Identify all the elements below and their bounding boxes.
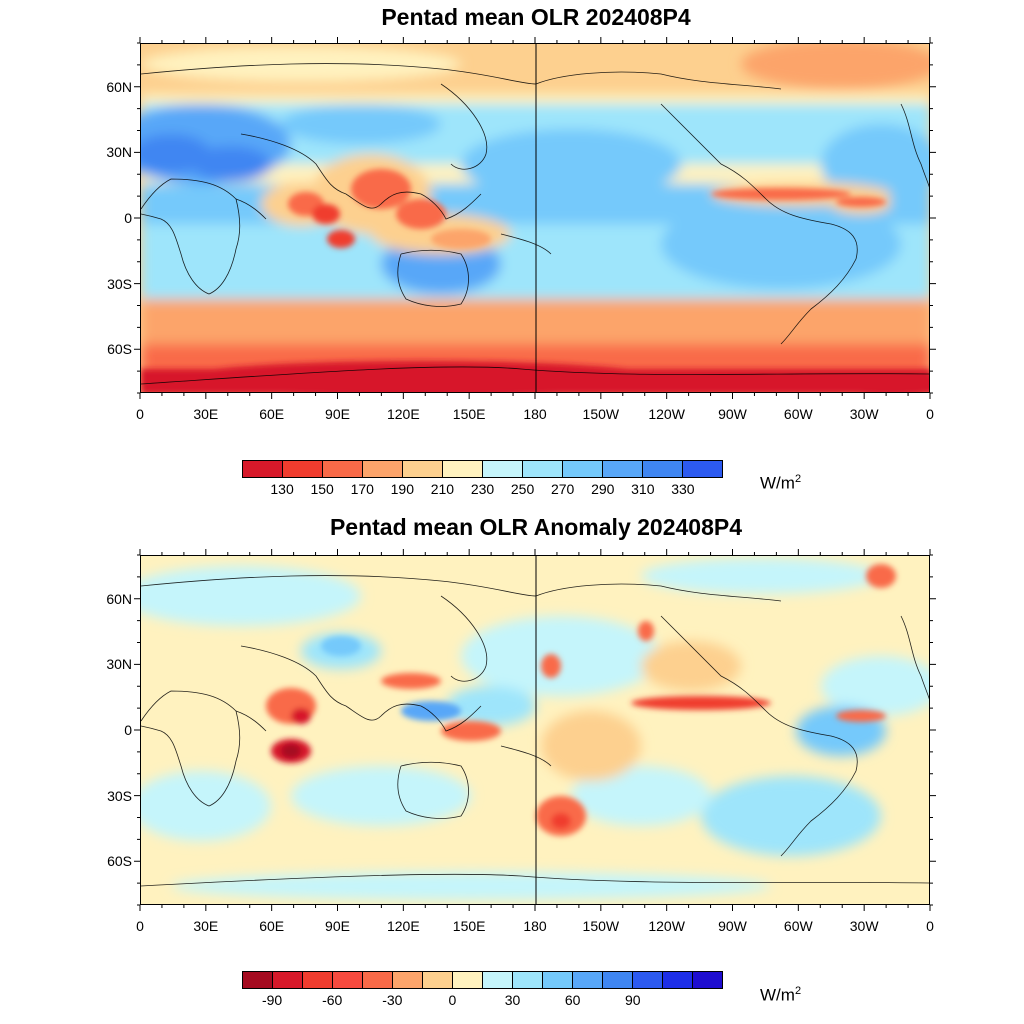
olr-mean-field [141, 44, 929, 392]
lon-tick-label: 60W [783, 406, 813, 422]
colorbar-swatch [483, 972, 513, 988]
lon-tick-label: 30W [849, 406, 879, 422]
colorbar-tick-label: -30 [382, 992, 403, 1008]
colorbar-swatch [643, 461, 683, 477]
lon-tick-label: 60E [259, 406, 285, 422]
lat-tick-label: 60N [106, 78, 132, 95]
units-text: W/m [760, 985, 795, 1005]
lon-tick-label: 30E [193, 918, 219, 934]
lon-tick-label: 120W [648, 918, 685, 934]
colorbar-swatch [393, 972, 423, 988]
bottom-colorbar-units: W/m2 [760, 982, 801, 1005]
lon-tick-label: 150W [582, 406, 620, 422]
lon-tick-label: 180 [523, 406, 547, 422]
colorbar-swatch [543, 972, 573, 988]
lon-tick-label: 120W [648, 406, 685, 422]
lat-tick-label: 30N [106, 656, 132, 673]
lon-tick-label: 30E [193, 406, 219, 422]
lat-tick-label: 30S [107, 787, 132, 804]
olr-anomaly-field [141, 556, 929, 904]
colorbar-tick-label: 90 [625, 992, 641, 1008]
colorbar-swatch [663, 972, 693, 988]
colorbar-swatch [453, 972, 483, 988]
colorbar-tick-label: 330 [671, 481, 695, 497]
olr-anomaly-map [140, 555, 930, 905]
bottom-map-title: Pentad mean OLR Anomaly 202408P4 [329, 514, 743, 540]
colorbar-swatch [563, 461, 603, 477]
colorbar-swatch [323, 461, 363, 477]
colorbar-swatch [303, 972, 333, 988]
lat-tick-label: 30N [106, 144, 132, 161]
lat-tick-label: 60N [106, 590, 132, 607]
lon-tick-label: 60E [259, 918, 285, 934]
colorbar-swatch [243, 461, 283, 477]
units-text: W/m [760, 473, 795, 493]
lon-tick-label: 0 [136, 406, 144, 422]
lon-tick-label: 90W [718, 918, 747, 934]
colorbar-tick-label: 230 [470, 481, 495, 497]
lon-tick-label: 180 [523, 918, 547, 934]
colorbar-swatch [243, 972, 273, 988]
lon-tick-label: 30W [849, 918, 879, 934]
colorbar-tick-label: 30 [504, 992, 521, 1008]
top-colorbar-units: W/m2 [760, 470, 801, 493]
colorbar-tick-label: 170 [350, 481, 374, 497]
lon-tick-label: 90E [325, 918, 350, 934]
lon-tick-label: 150E [452, 406, 486, 422]
lon-tick-label: 120E [386, 918, 420, 934]
lon-tick-label: 90W [718, 406, 747, 422]
colorbar-swatch [523, 461, 563, 477]
olr-mean-map [140, 43, 930, 393]
colorbar-tick-label: 130 [270, 481, 294, 497]
lon-tick-label: 0 [926, 406, 934, 422]
colorbar-swatch [333, 972, 363, 988]
colorbar-swatch [603, 972, 633, 988]
lon-tick-label: 0 [926, 918, 934, 934]
colorbar-tick-label: 290 [591, 481, 615, 497]
lon-tick-label: 90E [325, 406, 350, 422]
lon-tick-label: 120E [386, 406, 420, 422]
lat-tick-label: 60S [107, 853, 132, 870]
top-map-title: Pentad mean OLR 202408P4 [381, 4, 691, 30]
colorbar-swatch [423, 972, 453, 988]
colorbar-swatch [693, 972, 722, 988]
lat-tick-label: 60S [107, 341, 132, 358]
colorbar-tick-label: 0 [448, 992, 457, 1008]
lat-tick-label: 30S [107, 275, 132, 292]
colorbar-swatch [513, 972, 543, 988]
colorbar-tick-label: 190 [390, 481, 414, 497]
colorbar-swatch [603, 461, 643, 477]
top-colorbar [242, 460, 723, 478]
colorbar-swatch [273, 972, 303, 988]
colorbar-swatch [283, 461, 323, 477]
colorbar-tick-label: 250 [510, 481, 535, 497]
colorbar-swatch [483, 461, 523, 477]
colorbar-swatch [633, 972, 663, 988]
colorbar-tick-label: -60 [322, 992, 343, 1008]
colorbar-swatch [363, 972, 393, 988]
colorbar-tick-label: 60 [564, 992, 581, 1008]
lat-tick-label: 0 [124, 722, 132, 738]
lon-tick-label: 60W [783, 918, 813, 934]
colorbar-tick-label: 210 [430, 481, 455, 497]
colorbar-tick-label: 150 [310, 481, 334, 497]
colorbar-swatch [573, 972, 603, 988]
lon-tick-label: 0 [136, 918, 144, 934]
units-exponent: 2 [794, 473, 802, 485]
bottom-colorbar [242, 971, 723, 989]
lon-tick-label: 150W [582, 918, 620, 934]
colorbar-tick-label: -90 [261, 992, 283, 1008]
colorbar-tick-label: 310 [631, 481, 655, 497]
colorbar-swatch [683, 461, 722, 477]
units-exponent: 2 [794, 985, 802, 997]
colorbar-tick-label: 270 [550, 481, 575, 497]
colorbar-swatch [403, 461, 443, 477]
colorbar-swatch [363, 461, 403, 477]
lat-tick-label: 0 [124, 210, 132, 226]
colorbar-swatch [443, 461, 483, 477]
lon-tick-label: 150E [452, 918, 486, 934]
